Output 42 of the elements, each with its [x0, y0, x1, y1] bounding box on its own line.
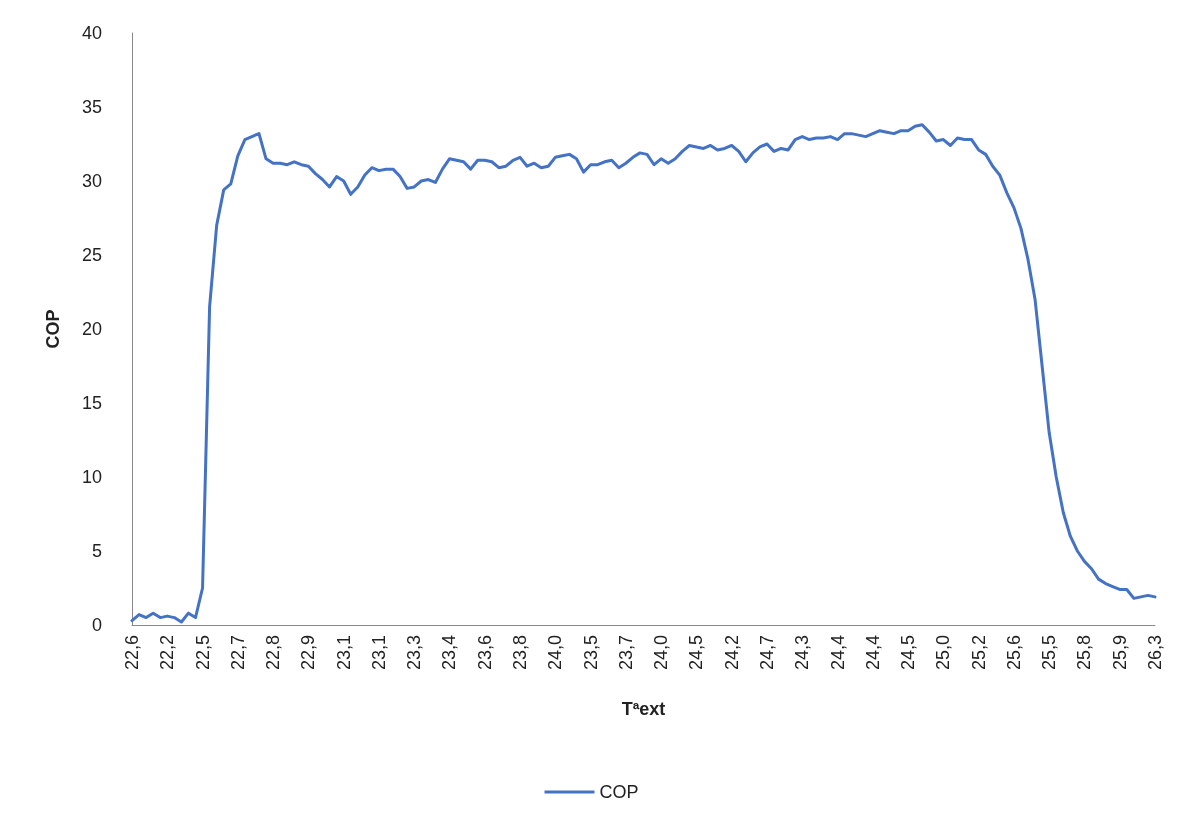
x-tick-label: 25,5 [1039, 635, 1060, 671]
x-tick-label: 22,7 [227, 635, 248, 671]
x-tick-label: 25,9 [1109, 635, 1130, 671]
x-tick-label: 25,8 [1074, 635, 1095, 671]
x-tick-label: 24,5 [898, 635, 919, 671]
y-tick-label: 35 [81, 97, 102, 117]
y-tick-label: 15 [81, 393, 102, 413]
x-tick-label: 24,2 [721, 635, 742, 671]
x-tick-label: 24,4 [827, 635, 848, 671]
x-tick-label: 24,0 [545, 635, 566, 671]
x-tick-label: 25,0 [933, 635, 954, 671]
y-tick-label: 30 [81, 171, 102, 191]
x-tick-label: 25,6 [1003, 635, 1024, 671]
x-tick-label: 22,5 [192, 635, 213, 671]
x-tick-label: 24,4 [862, 635, 883, 671]
y-tick-label: 5 [91, 541, 102, 561]
x-tick-label: 22,6 [122, 635, 142, 671]
x-tick-label: 24,7 [756, 635, 777, 671]
x-tick-label: 23,1 [368, 635, 389, 671]
x-tick-label: 23,8 [510, 635, 531, 671]
y-tick-label: 40 [81, 23, 102, 43]
y-tick-label: 25 [81, 245, 102, 265]
x-tick-label: 23,4 [439, 635, 460, 671]
x-tick-label: 23,3 [404, 635, 425, 671]
x-tick-label: 23,7 [615, 635, 636, 671]
y-tick-label: 0 [91, 615, 102, 635]
legend-label: COP [599, 782, 639, 802]
x-tick-label: 24,5 [686, 635, 707, 671]
x-tick-label: 22,9 [298, 635, 319, 671]
y-axis-title: COP [43, 309, 63, 349]
y-tick-label: 10 [81, 467, 102, 487]
x-tick-label: 25,2 [968, 635, 989, 671]
x-tick-label: 23,1 [333, 635, 354, 671]
x-tick-label: 22,2 [157, 635, 178, 671]
x-tick-label: 23,6 [474, 635, 495, 671]
x-tick-label: 24,3 [792, 635, 813, 671]
x-tick-label: 24,0 [651, 635, 672, 671]
y-tick-label: 20 [81, 319, 102, 339]
x-tick-label: 26,3 [1145, 635, 1165, 671]
x-axis-title: Tªext [621, 699, 666, 719]
x-tick-label: 23,5 [580, 635, 601, 671]
x-tick-label: 22,8 [263, 635, 284, 671]
